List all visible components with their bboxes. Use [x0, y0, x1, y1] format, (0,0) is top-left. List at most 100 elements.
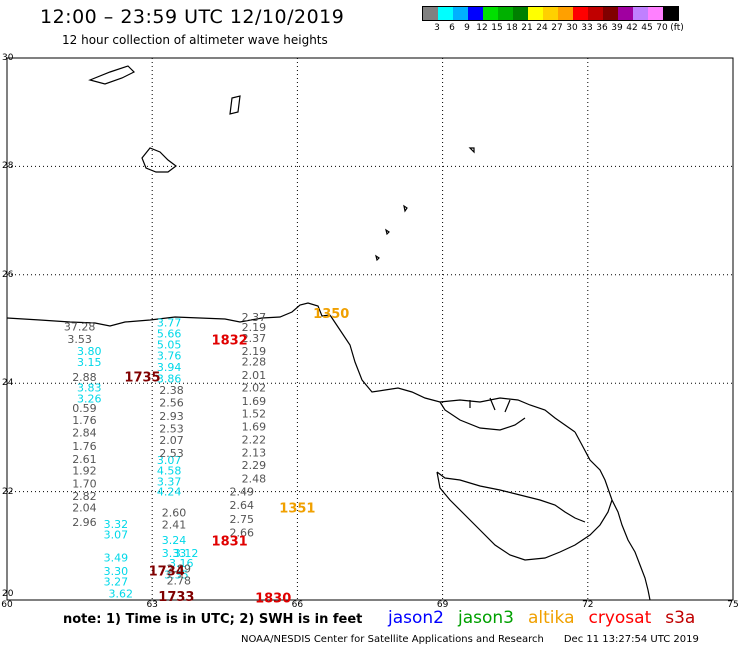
- gujarat-coastline: [436, 431, 651, 601]
- color-scale-label: 42: [626, 23, 638, 33]
- wave-height-value: 2.22: [242, 434, 267, 447]
- wave-height-value: 2.53: [159, 422, 184, 435]
- pass-time-labels: 1832 1735 1350 1351 1831 1734 1733 1830: [124, 307, 349, 607]
- wave-height-value: 0.59: [72, 402, 97, 415]
- map-title: 12:00 – 23:59 UTC 12/10/2019: [40, 6, 345, 28]
- wave-height-value: 2.37: [242, 332, 267, 345]
- longitude-label: 60: [1, 600, 13, 610]
- latitude-label: 22: [2, 486, 14, 497]
- color-swatch: [603, 7, 618, 20]
- wave-height-value: 3.32: [104, 518, 129, 531]
- island-6: [385, 228, 390, 236]
- latitude-label: 28: [2, 161, 14, 172]
- wave-height-value: 2.61: [72, 453, 97, 466]
- wave-height-value: 4.24: [157, 486, 182, 499]
- wave-height-value: 3.16: [169, 557, 194, 570]
- wave-height-value: 1.52: [242, 408, 267, 421]
- color-swatch: [513, 7, 528, 20]
- color-swatch: [633, 7, 648, 20]
- wave-height-value: 2.29: [242, 459, 267, 472]
- wave-height-value: 3.33: [162, 547, 187, 560]
- island-4: [468, 147, 475, 154]
- color-swatch: [438, 7, 453, 20]
- satellite-legend-entry: cryosat: [588, 608, 652, 628]
- color-scale-label: 9: [464, 23, 470, 33]
- pass-time-label: 1832: [212, 333, 248, 348]
- color-swatch: [648, 7, 663, 20]
- wave-height-value: 2.19: [242, 321, 267, 334]
- wave-height-value: 2.64: [229, 499, 254, 512]
- coastline: [6, 65, 651, 601]
- wave-height-value: 3.49: [104, 551, 129, 564]
- color-swatch: [528, 7, 543, 20]
- footer-timestamp: Dec 11 13:27:54 UTC 2019: [563, 634, 699, 645]
- wave-height-value: 2.53: [159, 447, 184, 460]
- wave-height-value: 3.30: [104, 565, 129, 578]
- island-5: [403, 204, 408, 213]
- wave-height-value: 3.27: [104, 576, 129, 589]
- color-swatch: [453, 7, 468, 20]
- color-scale-label: 36: [596, 23, 608, 33]
- wave-height-value: 3.62: [108, 588, 133, 601]
- color-scale-label: 45: [641, 23, 653, 33]
- color-scale-label: 70: [656, 23, 668, 33]
- satellite-legend-entry: jason2: [388, 608, 444, 628]
- latitude-label: 30: [2, 53, 14, 63]
- pass-time-label: 1733: [158, 590, 194, 605]
- plot-frame: [6, 57, 734, 601]
- color-swatch: [663, 7, 678, 20]
- color-swatch: [423, 7, 438, 20]
- wave-height-value: 2.96: [72, 516, 97, 529]
- wave-height-value: 1.69: [242, 421, 267, 434]
- wave-height-value: 3.26: [77, 392, 102, 405]
- wave-height-value: 2.41: [162, 519, 187, 532]
- sindh-coastline: [329, 314, 576, 433]
- wave-height-value: 2.28: [242, 356, 267, 369]
- wave-height-value: 3.86: [157, 372, 182, 385]
- color-scale-label: 3: [434, 23, 440, 33]
- wave-height-value: 3.37: [157, 475, 182, 488]
- wave-height-value: 3.12: [174, 547, 199, 560]
- footer-credit: NOAA/NESDIS Center for Satellite Applica…: [241, 634, 544, 645]
- pass-time-label: 1830: [255, 591, 291, 606]
- wave-height-value: 3.53: [67, 333, 92, 346]
- satellite-legend: jason2 jason3 altika cryosat s3a: [388, 608, 709, 628]
- wave-height-value: 3.77: [157, 317, 182, 330]
- wave-height-value: 37.28: [64, 320, 96, 333]
- footer: NOAA/NESDIS Center for Satellite Applica…: [241, 634, 699, 645]
- wave-height-value: 2.75: [229, 513, 254, 526]
- wave-height-value: 2.38: [159, 384, 184, 397]
- color-scale-swatches: [422, 6, 679, 21]
- longitude-label: 66: [291, 600, 304, 610]
- color-scale-label: 30: [566, 23, 578, 33]
- color-swatch: [558, 7, 573, 20]
- pass-time-label: 1735: [124, 370, 160, 385]
- wave-height-value: 2.89: [167, 563, 192, 576]
- wave-height-value: 2.37: [242, 311, 267, 324]
- wave-height-value: 5.05: [157, 338, 182, 351]
- map-subtitle: 12 hour collection of altimeter wave hei…: [62, 33, 328, 47]
- longitude-label: 72: [582, 600, 594, 610]
- wave-height-value: 2.56: [159, 396, 184, 409]
- color-scale-label: 27: [551, 23, 563, 33]
- color-scale-label: 33: [581, 23, 593, 33]
- units-note: note: 1) Time is in UTC; 2) SWH is in fe…: [63, 612, 363, 627]
- wave-height-value: 2.78: [167, 575, 192, 588]
- island-7: [375, 254, 380, 262]
- wave-height-value: 3.24: [162, 534, 187, 547]
- longitude-label: 63: [146, 600, 158, 610]
- island-3: [141, 147, 177, 173]
- wave-height-value: 2.66: [229, 526, 254, 539]
- latitude-label: 26: [2, 269, 14, 280]
- longitude-label: 69: [436, 600, 449, 610]
- latitude-label: 20: [2, 589, 14, 599]
- wave-height-value: 3.76: [157, 350, 182, 363]
- satellite-legend-entry: altika: [528, 608, 575, 628]
- color-swatch: [468, 7, 483, 20]
- wave-height-value: 2.93: [159, 410, 184, 423]
- wave-height-value: 5.66: [157, 327, 182, 340]
- wave-height-value: 2.04: [72, 501, 97, 514]
- wave-height-value: 2.84: [72, 427, 97, 440]
- wave-height-value: 2.13: [242, 447, 267, 460]
- wave-height-value: 2.60: [162, 506, 187, 519]
